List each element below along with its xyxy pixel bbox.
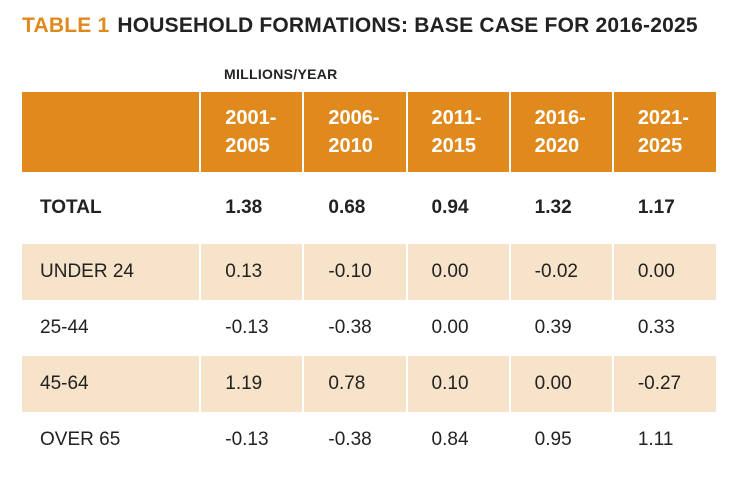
table-cell: -0.13	[200, 300, 305, 356]
header-corner	[22, 92, 202, 172]
table-cell: -0.02	[509, 244, 614, 300]
table-cell: 0.00	[612, 244, 716, 300]
table-cell: 0.78	[303, 356, 408, 412]
column-header-start: 2006-	[328, 107, 380, 129]
row-label: UNDER 24	[22, 244, 202, 300]
table-title-text: HOUSEHOLD FORMATIONS: BASE CASE FOR 2016…	[117, 14, 698, 37]
table-row-over-65: OVER 65 -0.13 -0.38 0.84 0.95 1.11	[22, 412, 716, 468]
table-cell: 0.10	[406, 356, 511, 412]
column-header: 2021- 2025	[612, 92, 716, 172]
table-cell: 0.94	[406, 172, 511, 244]
table-row-25-44: 25-44 -0.13 -0.38 0.00 0.39 0.33	[22, 300, 716, 356]
row-label: OVER 65	[22, 412, 202, 468]
table-cell: 0.68	[303, 172, 408, 244]
column-header: 2006- 2010	[303, 92, 408, 172]
row-label: 45-64	[22, 356, 202, 412]
column-header-end: 2025	[637, 135, 683, 157]
table-cell: 0.00	[406, 244, 511, 300]
column-header: 2016- 2020	[509, 92, 614, 172]
column-header: 2011- 2015	[406, 92, 511, 172]
table-cell: -0.38	[303, 412, 408, 468]
table-number: TABLE 1	[22, 14, 110, 37]
table-cell: 0.00	[509, 356, 614, 412]
table-cell: 1.38	[200, 172, 305, 244]
table-cell: 0.39	[509, 300, 614, 356]
column-header-start: 2001-	[225, 107, 277, 129]
table-cell: 0.33	[637, 317, 675, 338]
table-row-45-64: 45-64 1.19 0.78 0.10 0.00 -0.27	[22, 356, 716, 412]
table-row-under-24: UNDER 24 0.13 -0.10 0.00 -0.02 0.00	[22, 244, 716, 300]
table-cell: 1.19	[200, 356, 305, 412]
table-cell: 0.84	[406, 412, 511, 468]
header-row: 2001- 2005 2006- 2010 2011- 2015 2016- 2020 …	[22, 92, 716, 172]
column-header: 2001- 2005	[200, 92, 305, 172]
table-cell: 0.00	[406, 300, 511, 356]
column-header-end: 2015	[431, 135, 477, 157]
table-cell: 0.95	[509, 412, 614, 468]
table-cell: -0.38	[303, 300, 408, 356]
table-cell: -0.13	[200, 412, 305, 468]
row-label: TOTAL	[22, 172, 202, 244]
table-row-total: TOTAL 1.38 0.68 0.94 1.32 1.17	[22, 172, 716, 244]
row-label: 25-44	[22, 300, 202, 356]
column-header-end: 2005	[225, 135, 270, 157]
household-formations-table: 2001- 2005 2006- 2010 2011- 2015 2016- 2020 …	[22, 92, 716, 468]
column-header-start: 2011-	[431, 107, 482, 129]
column-header-end: 2010	[328, 135, 373, 157]
units-label: MILLIONS/YEAR	[224, 66, 338, 82]
column-header-start: 2021-	[637, 107, 689, 129]
table-cell: -0.10	[303, 244, 408, 300]
table-cell: -0.27	[612, 356, 716, 412]
table-title: TABLE 1 HOUSEHOLD FORMATIONS: BASE CASE F…	[22, 14, 698, 38]
table-cell: 1.32	[509, 172, 614, 244]
column-header-start: 2016-	[534, 107, 586, 129]
table-cell: 0.13	[200, 244, 305, 300]
table-cell: 1.17	[637, 197, 675, 218]
table-cell: 1.11	[637, 429, 674, 450]
column-header-end: 2020	[534, 135, 580, 157]
